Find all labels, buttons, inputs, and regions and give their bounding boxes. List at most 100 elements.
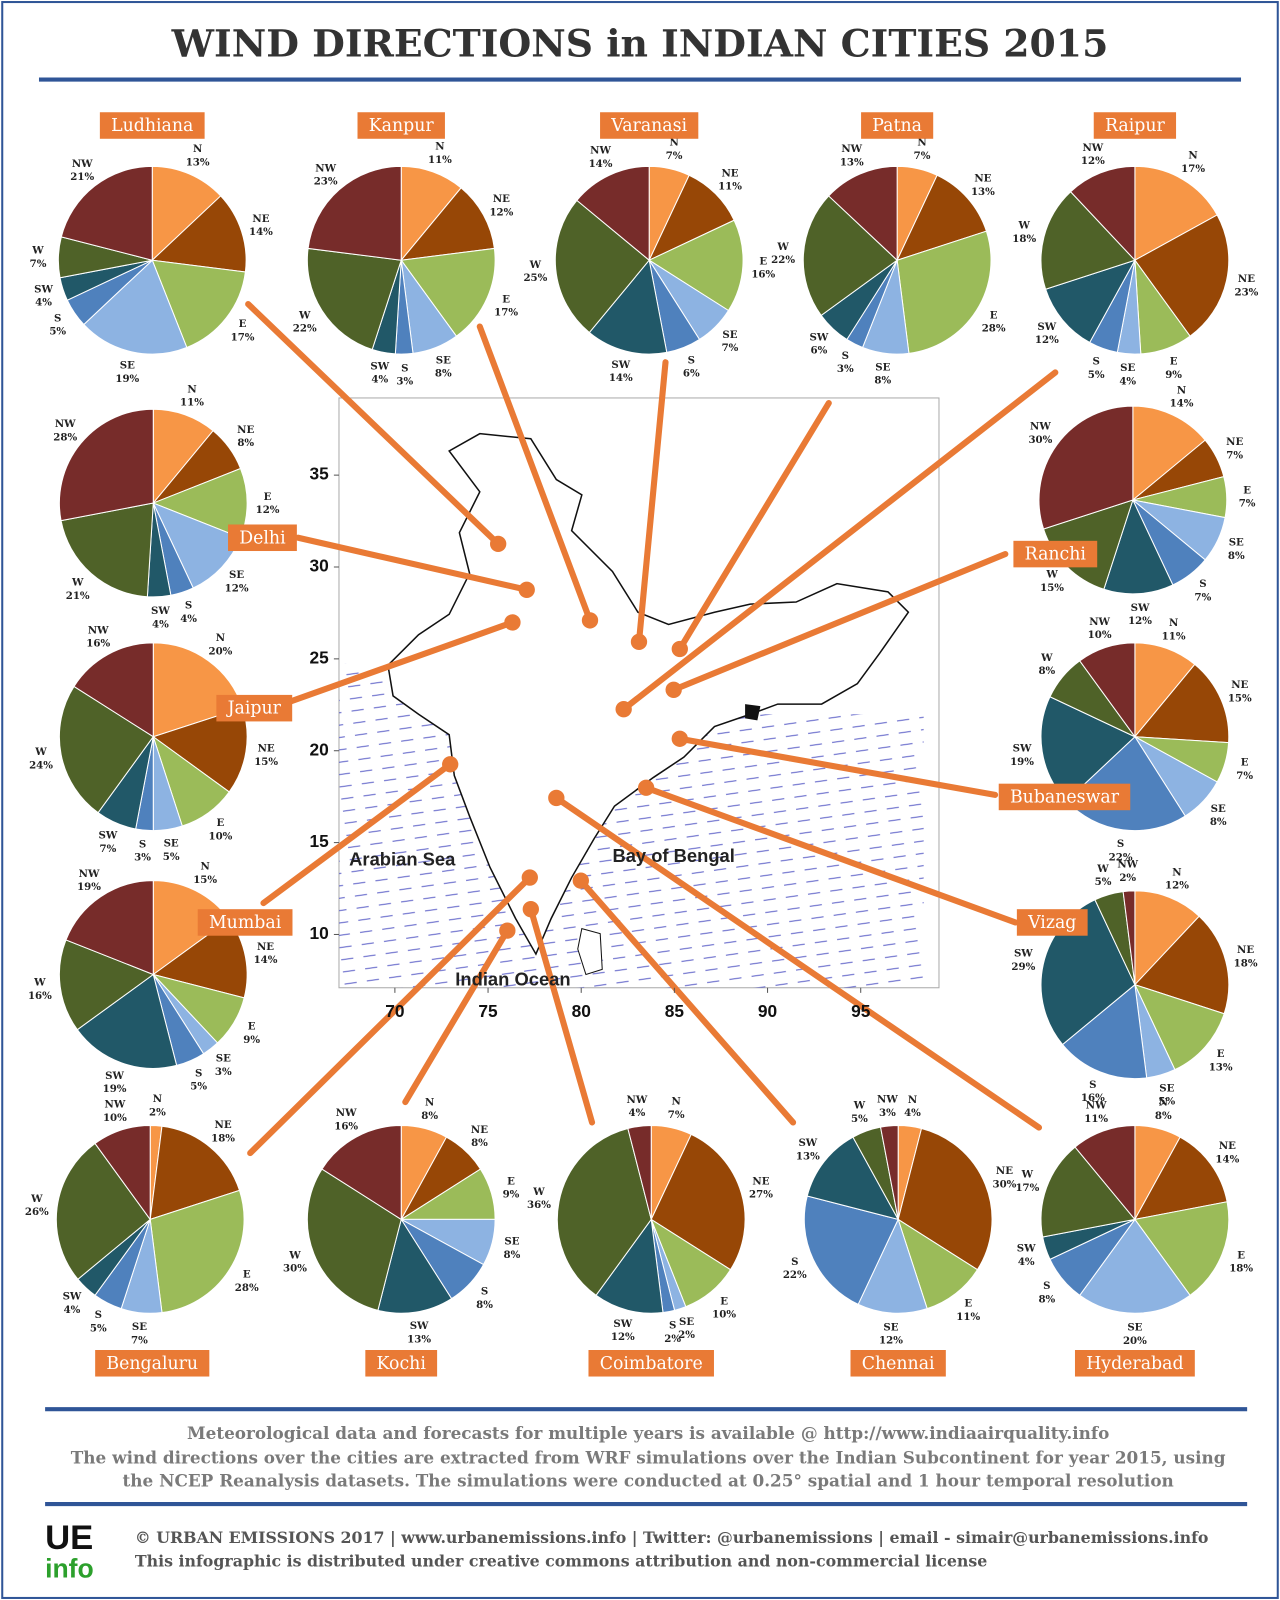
pie-slice bbox=[648, 174, 735, 262]
slice-direction: NW bbox=[1030, 421, 1051, 433]
slice-value-label: 7% bbox=[99, 843, 116, 855]
city-dot bbox=[572, 872, 589, 889]
slice-direction: S bbox=[791, 1256, 798, 1268]
slice-value-label: 17% bbox=[494, 307, 518, 319]
slice-value-label: 14% bbox=[254, 954, 278, 966]
slice-direction: E bbox=[248, 1021, 256, 1033]
slice-value-label: 8% bbox=[1155, 1110, 1172, 1122]
city-tag: Bengaluru bbox=[95, 1350, 210, 1377]
slice-value-label: 28% bbox=[982, 323, 1006, 335]
pie-slice bbox=[83, 259, 188, 355]
slice-value-label: 6% bbox=[811, 345, 828, 357]
x-tick-label: 95 bbox=[851, 1001, 871, 1021]
slice-direction: W bbox=[1021, 1169, 1034, 1181]
slice-direction: E bbox=[964, 1298, 972, 1310]
x-tick-label: 70 bbox=[385, 1001, 404, 1021]
slice-direction: E bbox=[1170, 356, 1178, 368]
slice-direction: W bbox=[776, 241, 789, 253]
city-tag: Mumbai bbox=[197, 909, 293, 936]
slice-direction: S bbox=[1199, 578, 1206, 590]
slice-direction: E bbox=[243, 1269, 251, 1281]
pie-slice bbox=[94, 1124, 151, 1221]
slice-direction: N bbox=[435, 141, 444, 153]
leader-line bbox=[476, 323, 594, 624]
pie-slice bbox=[554, 199, 650, 334]
map bbox=[338, 397, 940, 989]
slice-direction: NE bbox=[721, 167, 738, 179]
slice-direction: SE bbox=[504, 1236, 519, 1248]
slice-direction: N bbox=[1169, 617, 1178, 629]
slice-direction: S bbox=[95, 1309, 102, 1321]
slice-value-label: 15% bbox=[1040, 582, 1064, 594]
slice-direction: N bbox=[1159, 1097, 1168, 1109]
slice-value-label: 18% bbox=[211, 1132, 235, 1144]
pie-slice bbox=[803, 1195, 899, 1306]
region bbox=[745, 704, 761, 721]
pie-slice bbox=[1134, 165, 1218, 262]
slice-value-label: 19% bbox=[77, 881, 101, 893]
slice-direction: E bbox=[1237, 1249, 1245, 1261]
slice-direction: SW bbox=[63, 1291, 82, 1303]
slice-value-label: 3% bbox=[134, 852, 151, 864]
x-tick-label: 85 bbox=[665, 1001, 685, 1021]
slice-value-label: 28% bbox=[53, 431, 77, 443]
slice-direction: W bbox=[853, 1100, 866, 1112]
pie-slice bbox=[1134, 214, 1230, 337]
slice-direction: NW bbox=[105, 1099, 126, 1111]
slice-direction: E bbox=[264, 491, 272, 503]
city-dot bbox=[671, 640, 688, 658]
slice-direction: NE bbox=[974, 173, 991, 185]
slice-direction: S bbox=[1089, 1079, 1096, 1091]
slice-value-label: 4% bbox=[371, 374, 388, 386]
slice-direction: SW bbox=[1131, 602, 1150, 614]
city-tag: Bubaneswar bbox=[998, 783, 1131, 811]
slice-direction: NW bbox=[1089, 616, 1110, 628]
map-axes: 70 75 80 85 90 95 10 15 20 25 30 35 Arabian Sea Bay o… bbox=[309, 464, 870, 1021]
pie-slice bbox=[627, 1124, 652, 1220]
slice-direction: S bbox=[195, 1067, 202, 1079]
pie-slice bbox=[151, 165, 222, 262]
city-name: Chennai bbox=[862, 1354, 935, 1374]
city-tag: Kochi bbox=[365, 1350, 438, 1377]
slice-direction: S bbox=[842, 350, 849, 362]
slice-value-label: 16% bbox=[86, 638, 110, 650]
leader-line bbox=[676, 735, 999, 798]
slice-direction: NE bbox=[996, 1165, 1013, 1177]
slice-value-label: 7% bbox=[722, 342, 739, 354]
slice-direction: SW bbox=[810, 331, 829, 343]
pie-slice bbox=[1074, 1124, 1136, 1221]
slice-value-label: 7% bbox=[666, 150, 683, 162]
leader-line bbox=[670, 551, 1009, 693]
slice-direction: N bbox=[216, 632, 225, 644]
city-name: Delhi bbox=[239, 528, 286, 548]
slice-value-label: 21% bbox=[66, 590, 90, 602]
leader-line bbox=[260, 761, 454, 907]
city-dot bbox=[490, 535, 507, 553]
slice-value-label: 15% bbox=[193, 874, 217, 886]
slice-direction: NE bbox=[1237, 944, 1254, 956]
pie-slice bbox=[1038, 405, 1134, 530]
city-name: Kanpur bbox=[369, 116, 435, 136]
pie-slice bbox=[1134, 642, 1196, 739]
pie-slice bbox=[151, 259, 246, 349]
pie-slice bbox=[1134, 890, 1200, 986]
pie-slice bbox=[897, 1127, 993, 1271]
leader-line bbox=[577, 877, 797, 1126]
slice-direction: SE bbox=[120, 360, 135, 372]
slice-direction: N bbox=[1177, 384, 1186, 396]
pie-slice bbox=[1079, 642, 1136, 739]
slice-value-label: 5% bbox=[1088, 369, 1105, 381]
pie-slice bbox=[576, 165, 650, 262]
slice-direction: W bbox=[1096, 863, 1109, 875]
slice-direction: N bbox=[669, 137, 678, 149]
city-tag: Ludhiana bbox=[99, 112, 205, 139]
pie-slice bbox=[827, 165, 898, 262]
slice-direction: W bbox=[31, 244, 44, 256]
slice-value-label: 5% bbox=[851, 1113, 868, 1125]
slice-value-label: 5% bbox=[190, 1081, 207, 1093]
y-tick-label: 20 bbox=[309, 739, 328, 759]
